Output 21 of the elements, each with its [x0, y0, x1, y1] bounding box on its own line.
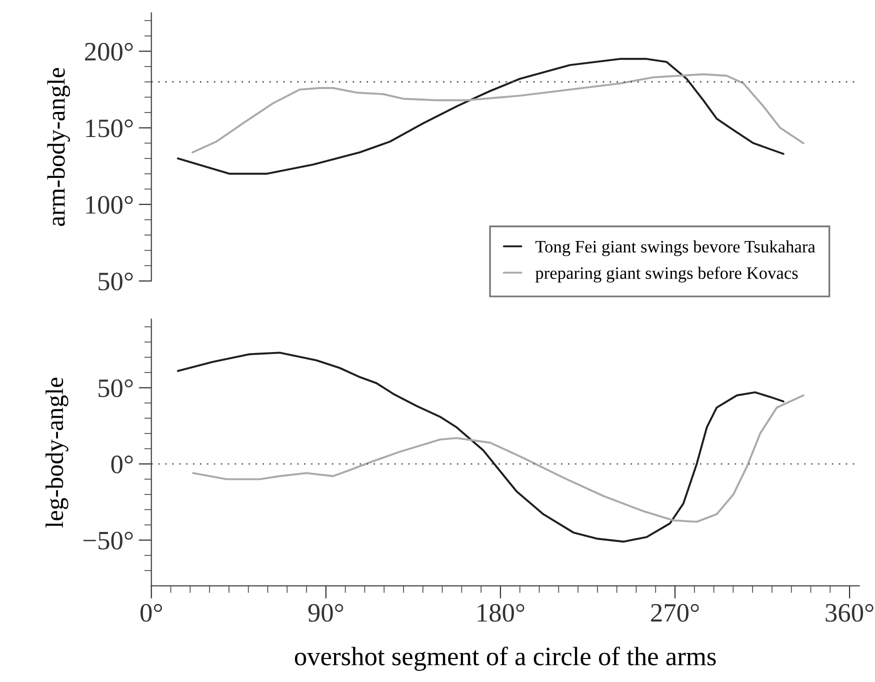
y-tick-label: 150° [86, 119, 133, 138]
line-series [192, 394, 804, 523]
y-tick-label: −50° [84, 532, 133, 550]
x-tick-label: 180° [478, 604, 524, 622]
y-tick-label: 200° [85, 42, 133, 61]
x-tick-label: 0° [140, 604, 162, 622]
y-axis-title: leg-body-angle [46, 378, 68, 528]
line-series [176, 58, 784, 175]
x-axis-title: overshot segment of a circle of the arms [294, 646, 716, 671]
x-tick-label: 360° [826, 604, 874, 622]
y-tick-label: 0° [111, 456, 133, 474]
y-tick-label: 100° [86, 196, 133, 214]
line-series [176, 352, 784, 543]
line-series [192, 73, 804, 154]
legend-label: Tong Fei giant swings bevore Tsukahara [535, 240, 816, 256]
y-tick-label: 50° [98, 379, 133, 398]
y-tick-label: 50° [98, 272, 133, 290]
x-tick-label: 270° [651, 604, 699, 622]
x-tick-label: 90° [308, 604, 344, 622]
legend-label: preparing giant swings before Kovacs [535, 266, 798, 283]
y-axis-title: arm-body-angle [47, 68, 70, 226]
